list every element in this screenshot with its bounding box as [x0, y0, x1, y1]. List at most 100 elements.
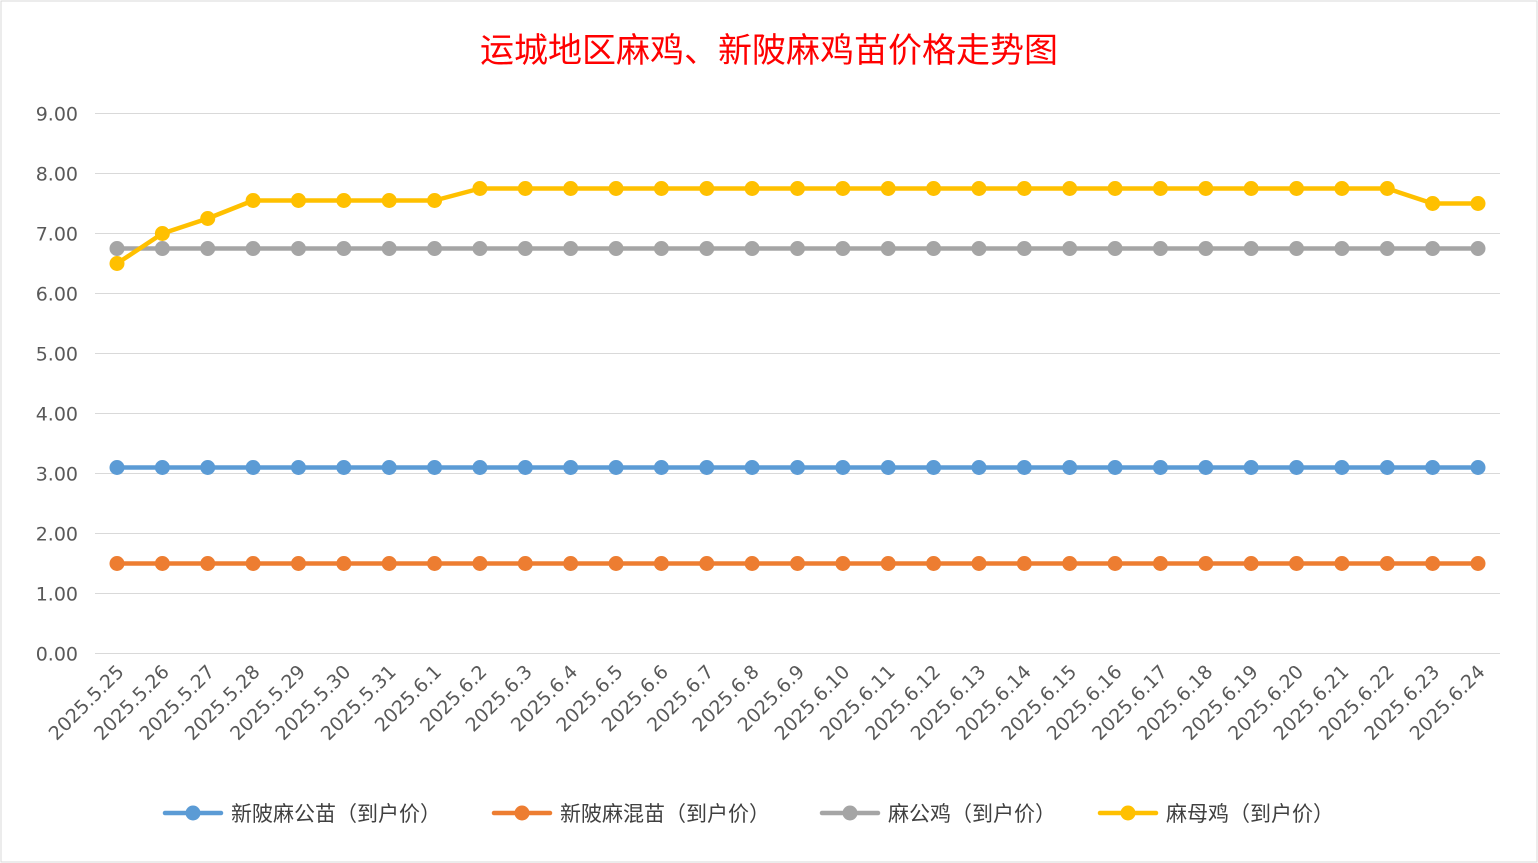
data-point [472, 181, 488, 196]
data-point [381, 193, 397, 208]
data-point [880, 181, 896, 196]
data-point [427, 241, 443, 256]
data-point [653, 556, 669, 571]
data-point [1334, 181, 1350, 196]
data-point [1107, 241, 1123, 256]
data-point [336, 193, 352, 208]
data-point [1062, 460, 1078, 475]
data-point [1289, 241, 1305, 256]
y-tick-label: 4.00 [36, 404, 78, 426]
legend-marker [1120, 805, 1136, 821]
data-point [971, 460, 987, 475]
data-point [1379, 181, 1395, 196]
legend-marker [185, 805, 201, 821]
data-point [790, 181, 805, 196]
legend: 新陂麻公苗（到户价） 新陂麻混苗（到户价） 麻公鸡（到户价） 麻母鸡（到户价） [162, 802, 1334, 826]
data-point [653, 460, 669, 475]
data-point [472, 460, 488, 475]
data-point [608, 460, 624, 475]
data-point [109, 460, 125, 475]
data-point [1379, 460, 1395, 475]
legend-item: 麻公鸡（到户价） [819, 802, 1056, 826]
data-point [1107, 181, 1123, 196]
data-point [1425, 556, 1441, 571]
data-point [1198, 556, 1214, 571]
data-point [427, 460, 443, 475]
data-point [1016, 556, 1032, 571]
data-point [699, 556, 715, 571]
data-point [1062, 556, 1078, 571]
data-point [699, 181, 715, 196]
data-point [1016, 460, 1032, 475]
data-point [699, 241, 715, 256]
data-point [381, 460, 397, 475]
data-point [1243, 460, 1259, 475]
data-point [1289, 556, 1305, 571]
data-point [790, 460, 805, 475]
y-tick-label: 5.00 [36, 344, 78, 366]
data-point [154, 241, 170, 256]
data-point [1243, 181, 1259, 196]
y-tick-label: 0.00 [36, 644, 78, 666]
data-point [245, 193, 261, 208]
data-point [608, 181, 624, 196]
data-point [109, 256, 125, 271]
series-group [109, 556, 1486, 571]
data-point [971, 556, 987, 571]
data-point [1470, 196, 1486, 211]
series-group [109, 241, 1486, 256]
data-point [608, 556, 624, 571]
data-point [790, 556, 805, 571]
data-point [1243, 556, 1259, 571]
data-point [1425, 241, 1441, 256]
data-point [427, 193, 443, 208]
data-point [517, 181, 533, 196]
legend-item: 麻母鸡（到户价） [1097, 802, 1334, 826]
data-point [1152, 181, 1168, 196]
data-point [381, 241, 397, 256]
data-point [1289, 460, 1305, 475]
series-group [109, 181, 1486, 271]
data-point [1062, 181, 1078, 196]
data-point [154, 460, 170, 475]
data-point [926, 241, 942, 256]
data-point [790, 241, 805, 256]
data-point [200, 241, 216, 256]
data-point [1152, 460, 1168, 475]
legend-label: 新陂麻混苗（到户价） [560, 802, 770, 826]
data-point [336, 556, 352, 571]
y-tick-label: 7.00 [36, 224, 78, 246]
y-tick-label: 9.00 [36, 104, 78, 126]
data-point [563, 181, 579, 196]
series-group [109, 460, 1486, 475]
data-point [200, 556, 216, 571]
data-point [245, 241, 261, 256]
legend-label: 新陂麻公苗（到户价） [231, 802, 441, 826]
data-point [472, 556, 488, 571]
data-point [744, 241, 760, 256]
data-point [1107, 460, 1123, 475]
data-point [880, 556, 896, 571]
data-point [926, 556, 942, 571]
data-point [926, 181, 942, 196]
data-point [109, 241, 125, 256]
data-point [880, 241, 896, 256]
data-point [835, 241, 851, 256]
y-axis-ticks: 0.00 1.00 2.00 3.00 4.00 5.00 6.00 7.00 8.00 9.00 [36, 104, 78, 666]
data-point [926, 460, 942, 475]
data-point [1198, 181, 1214, 196]
data-point [290, 241, 306, 256]
data-point [1016, 241, 1032, 256]
data-point [200, 460, 216, 475]
legend-marker [842, 805, 858, 821]
y-tick-label: 1.00 [36, 584, 78, 606]
chart-title: 运城地区麻鸡、新陂麻鸡苗价格走势图 [480, 31, 1058, 71]
data-point [1198, 460, 1214, 475]
gridlines [95, 113, 1500, 654]
data-point [1334, 556, 1350, 571]
data-point [653, 241, 669, 256]
data-point [1107, 556, 1123, 571]
